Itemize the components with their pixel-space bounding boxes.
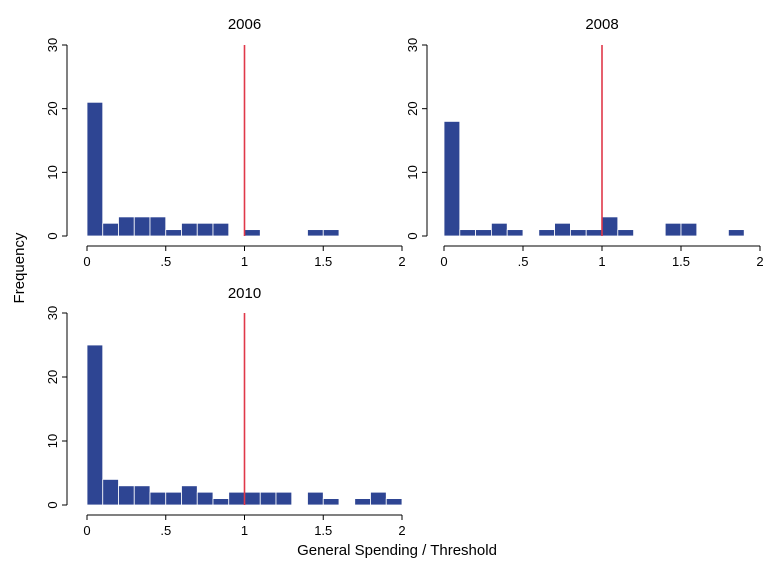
histogram-bar: [228, 491, 245, 506]
histogram-bar: [165, 229, 182, 237]
histogram-bar: [322, 498, 340, 506]
histogram-bar: [601, 216, 619, 237]
panel-2006: 2006 0 10 20 30 0 .5 1 1.5 2: [45, 16, 406, 269]
y-tick-label: 0: [405, 232, 420, 239]
histogram-bar: [149, 491, 167, 506]
histogram-bar: [165, 491, 182, 506]
histogram-bar: [275, 491, 293, 506]
histogram-bar: [102, 222, 119, 237]
histogram-bar: [307, 491, 324, 506]
y-tick-label: 30: [405, 38, 420, 52]
histogram-bar: [506, 229, 524, 237]
histogram-bar: [385, 498, 403, 506]
histogram-bar: [102, 478, 119, 506]
histogram-bar: [680, 222, 698, 237]
histogram-bar: [196, 491, 214, 506]
y-tick-label: 10: [405, 165, 420, 179]
x-tick-label: 0: [83, 254, 90, 269]
y-axis-title: Frequency: [11, 232, 28, 303]
x-tick-label: 1: [598, 254, 605, 269]
histogram-bar: [212, 498, 230, 506]
histogram-bar: [354, 498, 371, 506]
histogram-bar: [118, 216, 135, 237]
histogram-bar: [133, 216, 151, 237]
y-tick-label: 30: [45, 38, 60, 52]
panel-title: 2010: [228, 285, 261, 302]
panel-title: 2006: [228, 16, 261, 33]
y-tick-label: 0: [45, 501, 60, 508]
histogram-bar: [585, 229, 603, 237]
panel-2010: 2010 0 10 20 30 0 .5 1 1.5 2: [45, 285, 406, 538]
y-tick-label: 30: [45, 306, 60, 320]
x-tick-label: 1.5: [672, 254, 690, 269]
histogram-bar: [244, 491, 261, 506]
y-tick-label: 10: [45, 434, 60, 448]
histogram-bar: [459, 229, 476, 237]
histogram-bar: [554, 222, 571, 237]
histogram-bar: [118, 485, 135, 506]
histogram-bar: [244, 229, 261, 237]
histogram-bar: [475, 229, 492, 237]
histogram-bar: [322, 229, 340, 237]
histogram-bar: [196, 222, 214, 237]
histogram-bar: [570, 229, 587, 237]
histogram-bar: [370, 491, 387, 506]
y-tick-label: 20: [45, 101, 60, 115]
histogram-bar: [307, 229, 324, 237]
histogram-bar: [538, 229, 555, 237]
x-tick-label: 1: [241, 254, 248, 269]
y-tick-label: 10: [45, 165, 60, 179]
x-tick-label: 1: [241, 523, 248, 538]
x-tick-label: 1.5: [314, 254, 332, 269]
histogram-bar: [133, 485, 151, 506]
histogram-bar: [86, 344, 104, 506]
panel-title: 2008: [585, 16, 618, 33]
x-tick-label: 0: [83, 523, 90, 538]
histogram-bar: [617, 229, 634, 237]
histogram-bar: [443, 121, 461, 237]
x-tick-label: 2: [398, 254, 405, 269]
y-tick-label: 0: [45, 232, 60, 239]
histogram-bar: [490, 222, 508, 237]
histogram-bar: [181, 222, 198, 237]
x-tick-label: 1.5: [314, 523, 332, 538]
y-tick-label: 20: [45, 370, 60, 384]
histogram-bar: [664, 222, 682, 237]
x-tick-label: 2: [756, 254, 763, 269]
histogram-bar: [86, 101, 104, 237]
x-tick-label: .5: [160, 523, 171, 538]
x-axis-title: General Spending / Threshold: [297, 542, 497, 559]
panel-2008: 2008 0 10 20 30 0 .5 1 1.5 2: [405, 16, 764, 269]
y-tick-label: 20: [405, 101, 420, 115]
x-tick-label: .5: [160, 254, 171, 269]
histogram-bar: [728, 229, 745, 237]
x-tick-label: 0: [440, 254, 447, 269]
x-tick-label: 2: [398, 523, 405, 538]
histogram-bar: [149, 216, 167, 237]
x-tick-label: .5: [518, 254, 529, 269]
histogram-bar: [259, 491, 277, 506]
histogram-bar: [212, 222, 230, 237]
histogram-bar: [181, 485, 198, 506]
